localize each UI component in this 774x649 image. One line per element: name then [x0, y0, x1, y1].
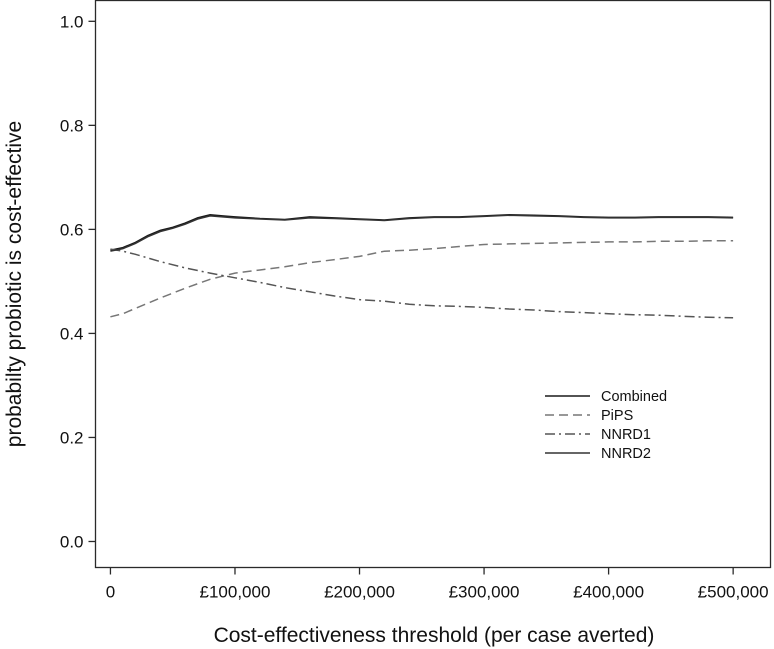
legend: Combined PiPS NNRD1 NNRD2 — [545, 389, 667, 462]
x-tick-label: £400,000 — [573, 583, 644, 602]
y-tick-label: 0.0 — [60, 532, 84, 551]
series-layer — [110, 214, 734, 319]
x-tick-label: £100,000 — [200, 583, 271, 602]
plot-frame — [94, 0, 772, 569]
series-line-combined — [110, 214, 734, 251]
y-tick-label: 1.0 — [60, 12, 84, 31]
series-line-pips — [110, 240, 734, 318]
y-tick-label: 0.4 — [60, 324, 84, 343]
x-axis-title: Cost-effectiveness threshold (per case a… — [214, 624, 655, 647]
x-tick-label: 0 — [106, 583, 115, 602]
x-axis: 0 £100,000 £200,000 £300,000 £400,000 £500,00… — [106, 567, 769, 602]
legend-label-nnrd2: NNRD2 — [601, 446, 651, 462]
x-tick-label: £200,000 — [324, 583, 395, 602]
y-axis-title: probabilty probiotic is cost-effective — [3, 121, 26, 447]
y-tick-label: 0.6 — [60, 220, 84, 239]
y-tick-label: 0.2 — [60, 428, 84, 447]
series-line-nnrd2 — [110, 214, 734, 252]
x-tick-label: £500,000 — [698, 583, 769, 602]
legend-label-combined: Combined — [601, 389, 667, 405]
x-tick-label: £300,000 — [449, 583, 520, 602]
series-line-nnrd1 — [110, 248, 734, 319]
y-axis: 0.0 0.2 0.4 0.6 0.8 1.0 — [60, 12, 96, 551]
y-tick-label: 0.8 — [60, 116, 84, 135]
legend-label-nnrd1: NNRD1 — [601, 427, 651, 443]
legend-label-pips: PiPS — [601, 408, 633, 424]
